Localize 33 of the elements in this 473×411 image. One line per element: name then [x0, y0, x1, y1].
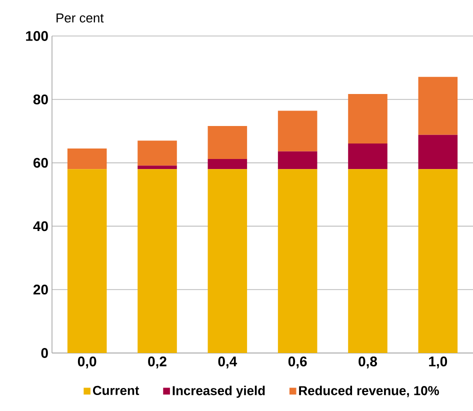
x-tick-label: 0,8 — [358, 356, 378, 368]
bar — [418, 76, 458, 135]
bar — [208, 169, 248, 353]
bar — [138, 169, 177, 353]
bar — [418, 134, 458, 170]
bar — [278, 151, 318, 170]
y-tick-label: 20 — [33, 284, 48, 295]
legend-label: Current — [93, 386, 140, 396]
bar — [278, 169, 318, 353]
y-tick-label: 60 — [33, 158, 48, 168]
bar — [418, 169, 458, 353]
bar — [348, 169, 388, 353]
bar — [67, 148, 107, 170]
x-tick-label: 1,0 — [429, 356, 448, 368]
x-tick-label: 0,4 — [218, 356, 238, 368]
y-tick-label: 40 — [33, 221, 48, 232]
bar — [208, 126, 248, 159]
y-tick-label: 0 — [41, 348, 48, 358]
bar — [348, 143, 388, 170]
x-tick-label: 0,2 — [148, 356, 166, 368]
y-axis-title: Per cent — [56, 13, 104, 23]
legend-label: Reduced revenue, 10% — [299, 386, 439, 398]
y-tick-label: 80 — [33, 94, 48, 104]
bar — [138, 140, 177, 166]
bar — [348, 94, 388, 144]
x-tick-label: 0,0 — [78, 356, 96, 368]
bar — [278, 110, 318, 152]
bar — [208, 158, 248, 170]
y-tick-label: 100 — [26, 31, 48, 41]
bar — [138, 166, 177, 170]
legend-label: Increased yield — [172, 386, 265, 398]
x-tick-label: 0,6 — [288, 356, 307, 368]
bar — [67, 169, 107, 353]
